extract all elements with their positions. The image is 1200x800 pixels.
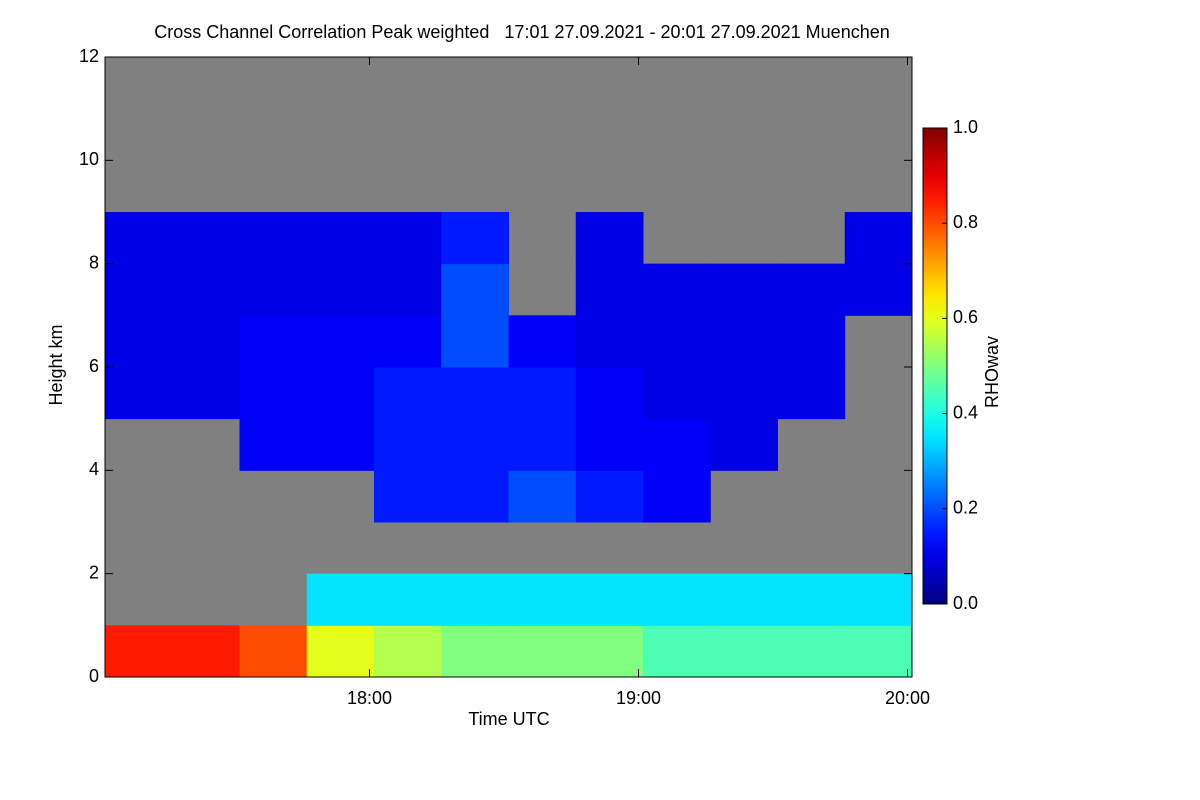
heatmap-cell bbox=[239, 418, 308, 471]
heatmap-cell bbox=[575, 573, 644, 626]
heatmap-cell bbox=[306, 315, 375, 368]
heatmap-cell bbox=[643, 315, 711, 368]
heatmap-cell bbox=[643, 263, 711, 316]
heatmap-cell bbox=[777, 263, 846, 316]
heatmap-cell bbox=[306, 418, 375, 471]
x-tick-label: 19:00 bbox=[616, 688, 661, 708]
heatmap-cell bbox=[710, 573, 778, 626]
heatmap-cell bbox=[643, 470, 711, 523]
heatmap-cell bbox=[844, 573, 913, 626]
y-tick-label: 0 bbox=[89, 666, 99, 686]
y-tick-label: 12 bbox=[79, 46, 99, 66]
heatmap-cell bbox=[508, 367, 577, 420]
heatmap-cell bbox=[441, 625, 509, 678]
heatmap-cell bbox=[777, 625, 846, 678]
y-tick-label: 2 bbox=[89, 562, 99, 582]
colorbar-tick-label: 0.0 bbox=[953, 593, 978, 613]
heatmap-cell bbox=[239, 315, 308, 368]
heatmap-cell bbox=[306, 367, 375, 420]
heatmap-cell bbox=[172, 212, 240, 265]
heatmap-cell bbox=[441, 263, 509, 316]
heatmap-cell bbox=[172, 625, 240, 678]
heatmap-cell bbox=[239, 367, 308, 420]
x-tick-label: 20:00 bbox=[885, 688, 930, 708]
heatmap-cell bbox=[374, 367, 442, 420]
heatmap-cell bbox=[844, 625, 913, 678]
heatmap-cell bbox=[306, 625, 375, 678]
heatmap-cell bbox=[374, 418, 442, 471]
heatmap-cell bbox=[441, 315, 509, 368]
heatmap-cell bbox=[575, 367, 644, 420]
heatmap-cell bbox=[374, 315, 442, 368]
colorbar-tick-label: 0.4 bbox=[953, 402, 978, 422]
heatmap-cell bbox=[441, 573, 509, 626]
heatmap-cell bbox=[575, 625, 644, 678]
heatmap-cell bbox=[441, 367, 509, 420]
heatmap-cell bbox=[710, 315, 778, 368]
x-axis-label: Time UTC bbox=[468, 709, 549, 729]
heatmap-cell bbox=[105, 367, 173, 420]
colorbar-label: RHOwav bbox=[982, 336, 1002, 408]
heatmap-cell bbox=[643, 367, 711, 420]
heatmap-cell bbox=[374, 573, 442, 626]
heatmap-cell bbox=[508, 418, 577, 471]
x-tick-label: 18:00 bbox=[347, 688, 392, 708]
heatmap-cell bbox=[441, 470, 509, 523]
heatmap-cell bbox=[777, 315, 846, 368]
colorbar-tick-label: 0.2 bbox=[953, 498, 978, 518]
heatmap-cell bbox=[374, 625, 442, 678]
chart-title: Cross Channel Correlation Peak weighted … bbox=[154, 22, 890, 42]
heatmap-cell bbox=[239, 263, 308, 316]
heatmap-cell bbox=[575, 418, 644, 471]
heatmap-cell bbox=[508, 573, 577, 626]
colorbar-tick-label: 0.8 bbox=[953, 212, 978, 232]
heatmap-cell bbox=[643, 625, 711, 678]
heatmap-cell bbox=[777, 573, 846, 626]
heatmap-cell bbox=[306, 212, 375, 265]
heatmap-cell bbox=[575, 212, 644, 265]
heatmap-cell bbox=[508, 625, 577, 678]
heatmap-cell bbox=[172, 315, 240, 368]
heatmap-cell bbox=[710, 418, 778, 471]
heatmap-cell bbox=[643, 418, 711, 471]
heatmap-cell bbox=[844, 212, 913, 265]
heatmap-cell bbox=[105, 263, 173, 316]
y-tick-label: 10 bbox=[79, 149, 99, 169]
y-tick-label: 4 bbox=[89, 459, 99, 479]
heatmap-cell bbox=[374, 263, 442, 316]
heatmap-cell bbox=[239, 625, 308, 678]
heatmap-cell bbox=[105, 625, 173, 678]
heatmap-cell bbox=[374, 212, 442, 265]
heatmap-cell bbox=[575, 470, 644, 523]
heatmap-cell bbox=[306, 263, 375, 316]
heatmap-cell bbox=[441, 418, 509, 471]
heatmap-cell bbox=[105, 315, 173, 368]
heatmap-cell bbox=[172, 367, 240, 420]
colorbar-tick-label: 0.6 bbox=[953, 307, 978, 327]
heatmap-cell bbox=[441, 212, 509, 265]
heatmap-cell bbox=[239, 212, 308, 265]
heatmap-cell bbox=[306, 573, 375, 626]
heatmap-cell bbox=[844, 263, 913, 316]
heatmap-cell bbox=[105, 212, 173, 265]
colorbar-tick-label: 1.0 bbox=[953, 117, 978, 137]
y-axis-label: Height km bbox=[46, 324, 66, 405]
y-tick-label: 6 bbox=[89, 356, 99, 376]
heatmap-cell bbox=[710, 367, 778, 420]
heatmap-cell bbox=[172, 263, 240, 316]
heatmap-cell bbox=[374, 470, 442, 523]
heatmap-cell bbox=[643, 573, 711, 626]
heatmap-cell bbox=[508, 470, 577, 523]
heatmap-cell bbox=[710, 625, 778, 678]
heatmap-cell bbox=[508, 315, 577, 368]
heatmap-cell bbox=[710, 263, 778, 316]
heatmap-cell bbox=[575, 315, 644, 368]
heatmap-cell bbox=[575, 263, 644, 316]
y-tick-label: 8 bbox=[89, 252, 99, 272]
colorbar bbox=[922, 127, 948, 605]
heatmap-cell bbox=[777, 367, 846, 420]
